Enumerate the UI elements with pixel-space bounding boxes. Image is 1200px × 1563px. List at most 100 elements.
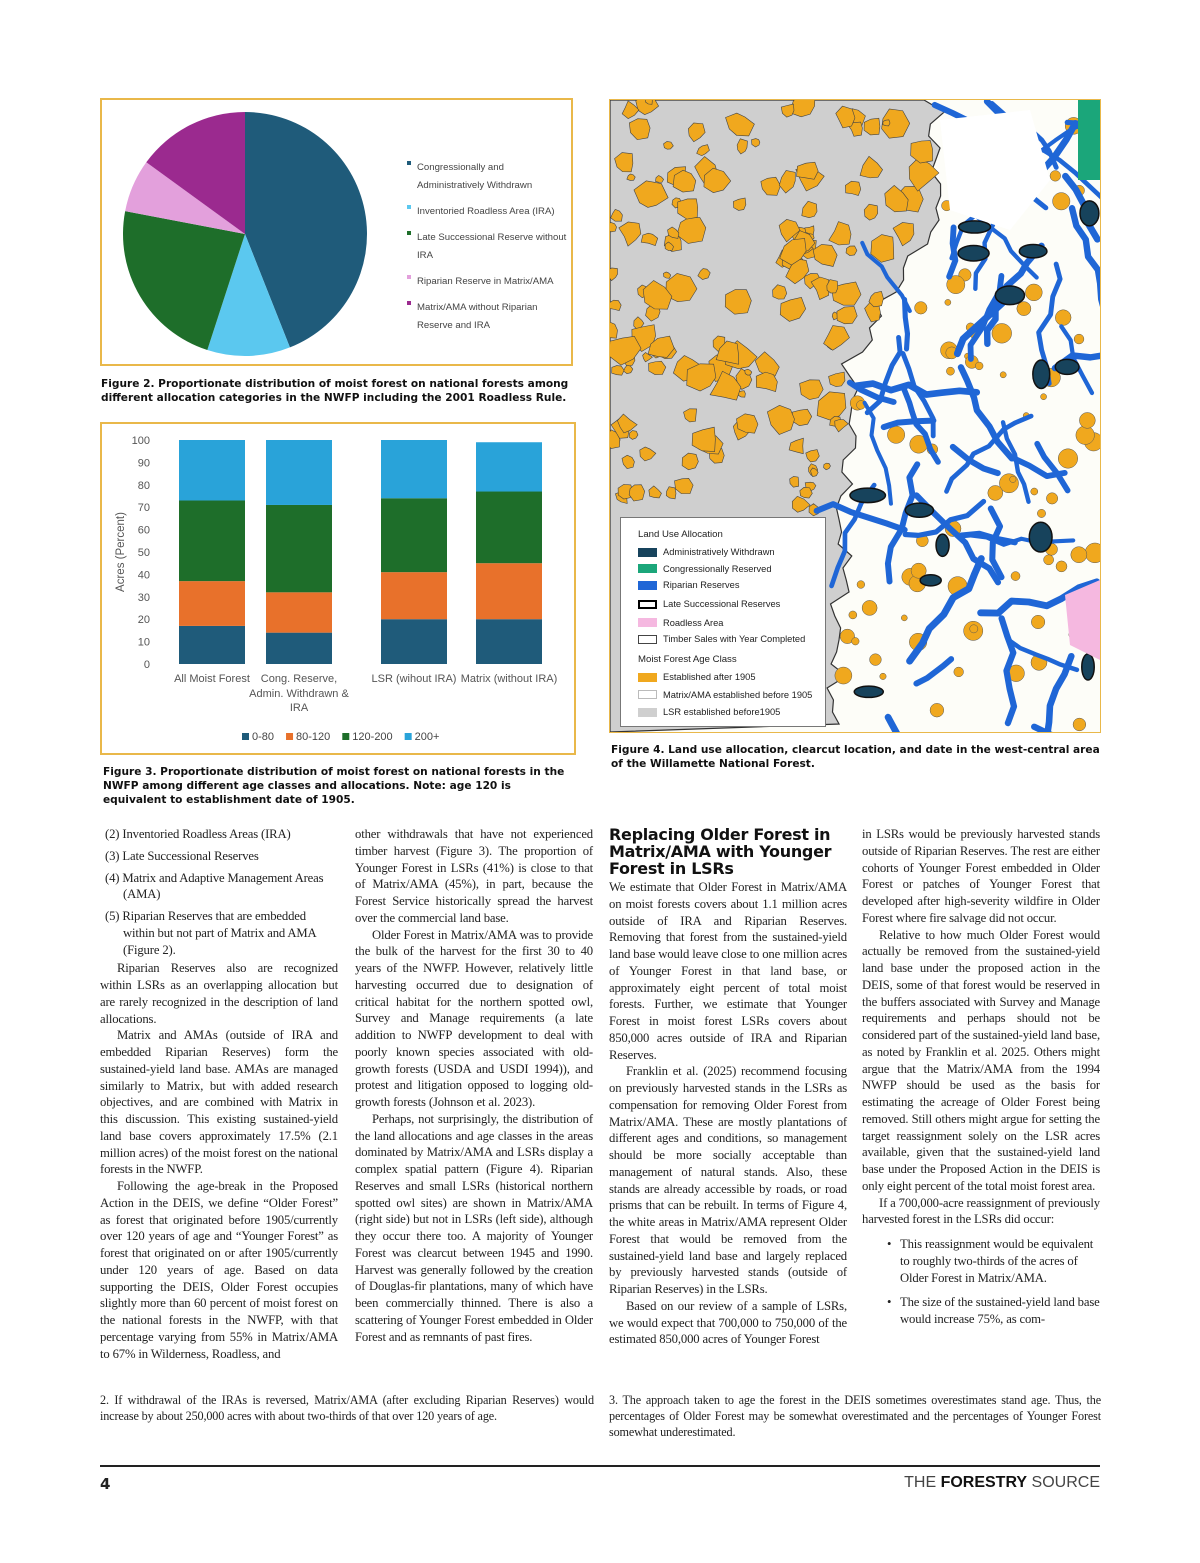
legend-swatch: [638, 599, 657, 609]
harvest-unit: [831, 281, 862, 306]
harvest-unit: [655, 175, 665, 183]
pie-legend: Congressionally and Administratively Wit…: [407, 157, 567, 341]
withdrawn-area: [919, 574, 942, 587]
harvest-unit: [785, 258, 810, 285]
riparian-stream: [957, 364, 1016, 462]
harvest-unit: [870, 234, 895, 263]
legend-label: Matrix/AMA without Riparian Reserve and …: [417, 302, 538, 331]
harvest-unit: [828, 221, 852, 246]
harvest-unit: [839, 628, 855, 644]
paragraph: other withdrawals that have not experien…: [355, 827, 593, 925]
list-item: (4) Matrix and Adaptive Management Areas…: [105, 870, 324, 902]
riparian-stream: [1006, 637, 1080, 673]
white-area: [940, 110, 1050, 230]
harvest-unit: [683, 408, 697, 423]
paragraph: Based on our review of a sample of LSRs,…: [609, 1298, 847, 1347]
legend-label: Established after 1905: [663, 672, 756, 683]
paragraph: Riparian Reserves also are recognized wi…: [100, 961, 338, 1026]
harvest-unit: [892, 222, 915, 247]
harvest-unit: [647, 335, 675, 358]
harvest-unit: [645, 100, 653, 105]
list-item: (3) Late Successional Reserves: [105, 848, 259, 863]
riparian-stream: [1059, 324, 1095, 396]
harvest-unit: [674, 478, 694, 494]
riparian-stream: [1008, 454, 1068, 479]
withdrawn-area: [1032, 359, 1051, 390]
riparian-stream: [1041, 119, 1079, 172]
y-tick-label: 40: [138, 569, 150, 581]
riparian-stream: [901, 296, 911, 352]
harvest-unit: [969, 624, 979, 634]
bar-segment: [476, 619, 542, 664]
harvest-unit: [788, 437, 804, 455]
riparian-stream: [968, 533, 1076, 547]
riparian-stream: [1034, 440, 1071, 494]
harvest-unit: [687, 122, 706, 143]
harvest-unit: [1009, 475, 1017, 483]
harvest-unit: [914, 301, 928, 315]
footer-rule: [100, 1465, 1100, 1467]
legend-swatch: [407, 275, 411, 279]
riparian-stream: [1051, 352, 1100, 372]
harvest-unit: [724, 289, 752, 315]
paragraph: Matrix and AMAs (outside of IRA and embe…: [100, 1028, 338, 1177]
withdrawn-area: [1018, 243, 1048, 259]
harvest-unit: [987, 485, 1004, 501]
harvest-unit: [663, 141, 674, 150]
harvest-unit: [946, 366, 955, 376]
harvest-unit: [1052, 192, 1071, 211]
pie-slice: [245, 112, 367, 348]
legend-group: Administratively Withdrawn Congressionall…: [638, 544, 825, 648]
harvest-unit: [856, 580, 865, 589]
bar-segment: [266, 504, 332, 593]
harvest-unit: [1030, 487, 1039, 496]
harvest-unit: [760, 176, 781, 196]
harvest-unit: [810, 467, 819, 478]
legend-swatch: [638, 672, 657, 682]
bar-segment: [476, 442, 542, 492]
harvest-unit: [610, 321, 618, 339]
harvest-unit: [851, 637, 860, 646]
riparian-stream: [946, 224, 959, 280]
riparian-stream: [813, 501, 908, 533]
harvest-unit: [715, 340, 739, 365]
legend-label: Late Successional Reserve without IRA: [417, 232, 567, 261]
legend-entry: LSR established before1905: [638, 704, 825, 722]
harvest-unit: [884, 184, 909, 213]
pie-slice: [125, 162, 245, 234]
riparian-stream: [977, 578, 1100, 617]
harvest-unit: [910, 140, 933, 164]
y-tick-label: 50: [138, 547, 150, 559]
withdrawn-area: [1028, 521, 1053, 553]
figure2-caption: Figure 2. Proportionate distribution of …: [101, 378, 569, 404]
harvest-unit: [1055, 560, 1068, 573]
harvest-unit: [736, 138, 748, 155]
legend-entry: Congressionally Reserved: [638, 561, 825, 578]
legend-swatch: [342, 733, 350, 740]
harvest-unit: [744, 368, 753, 376]
harvest-unit: [772, 284, 788, 300]
legend-swatch: [404, 733, 412, 740]
paragraph: Older Forest in Matrix/AMA was to provid…: [355, 927, 593, 1110]
riparian-stream: [900, 385, 941, 465]
map-legend: Land Use Allocation Administratively Wit…: [620, 517, 826, 727]
harvest-unit: [766, 404, 795, 435]
withdrawn-area: [957, 220, 992, 234]
harvest-unit: [780, 103, 795, 118]
harvest-unit: [1037, 509, 1046, 518]
bar-segment: [381, 619, 447, 664]
harvest-unit: [789, 476, 799, 488]
harvest-unit: [663, 271, 672, 279]
harvest-unit: [863, 117, 881, 136]
harvest-unit: [621, 454, 635, 469]
legend-entry: Late Successional Reserves: [638, 594, 825, 615]
harvest-unit: [944, 299, 952, 306]
bullet: This reassignment would be equivalent to…: [862, 1236, 1100, 1286]
x-tick-label: Cong. Reserve, Admin. Withdrawn & IRA: [249, 673, 349, 714]
footnote: 2. If withdrawal of the IRAs is reversed…: [100, 1393, 594, 1423]
figure4-caption: Figure 4. Land use allocation, clearcut …: [611, 744, 1100, 770]
legend-label: 200+: [415, 731, 440, 743]
harvest-unit: [1043, 554, 1054, 566]
harvest-unit: [1016, 301, 1032, 316]
